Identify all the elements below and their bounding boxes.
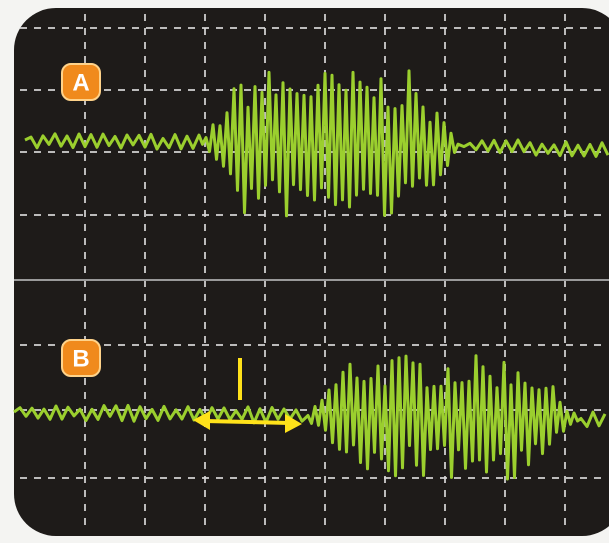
page: A B (() => { const data = JSON.parse(doc…	[0, 0, 609, 543]
trace-label: A	[72, 69, 89, 96]
screen	[14, 8, 609, 536]
oscilloscope-screen: A B	[0, 0, 609, 543]
trace-label: B	[72, 345, 89, 372]
label-b: B	[62, 340, 100, 376]
label-a: A	[62, 64, 100, 100]
delay-arrow	[205, 421, 290, 423]
